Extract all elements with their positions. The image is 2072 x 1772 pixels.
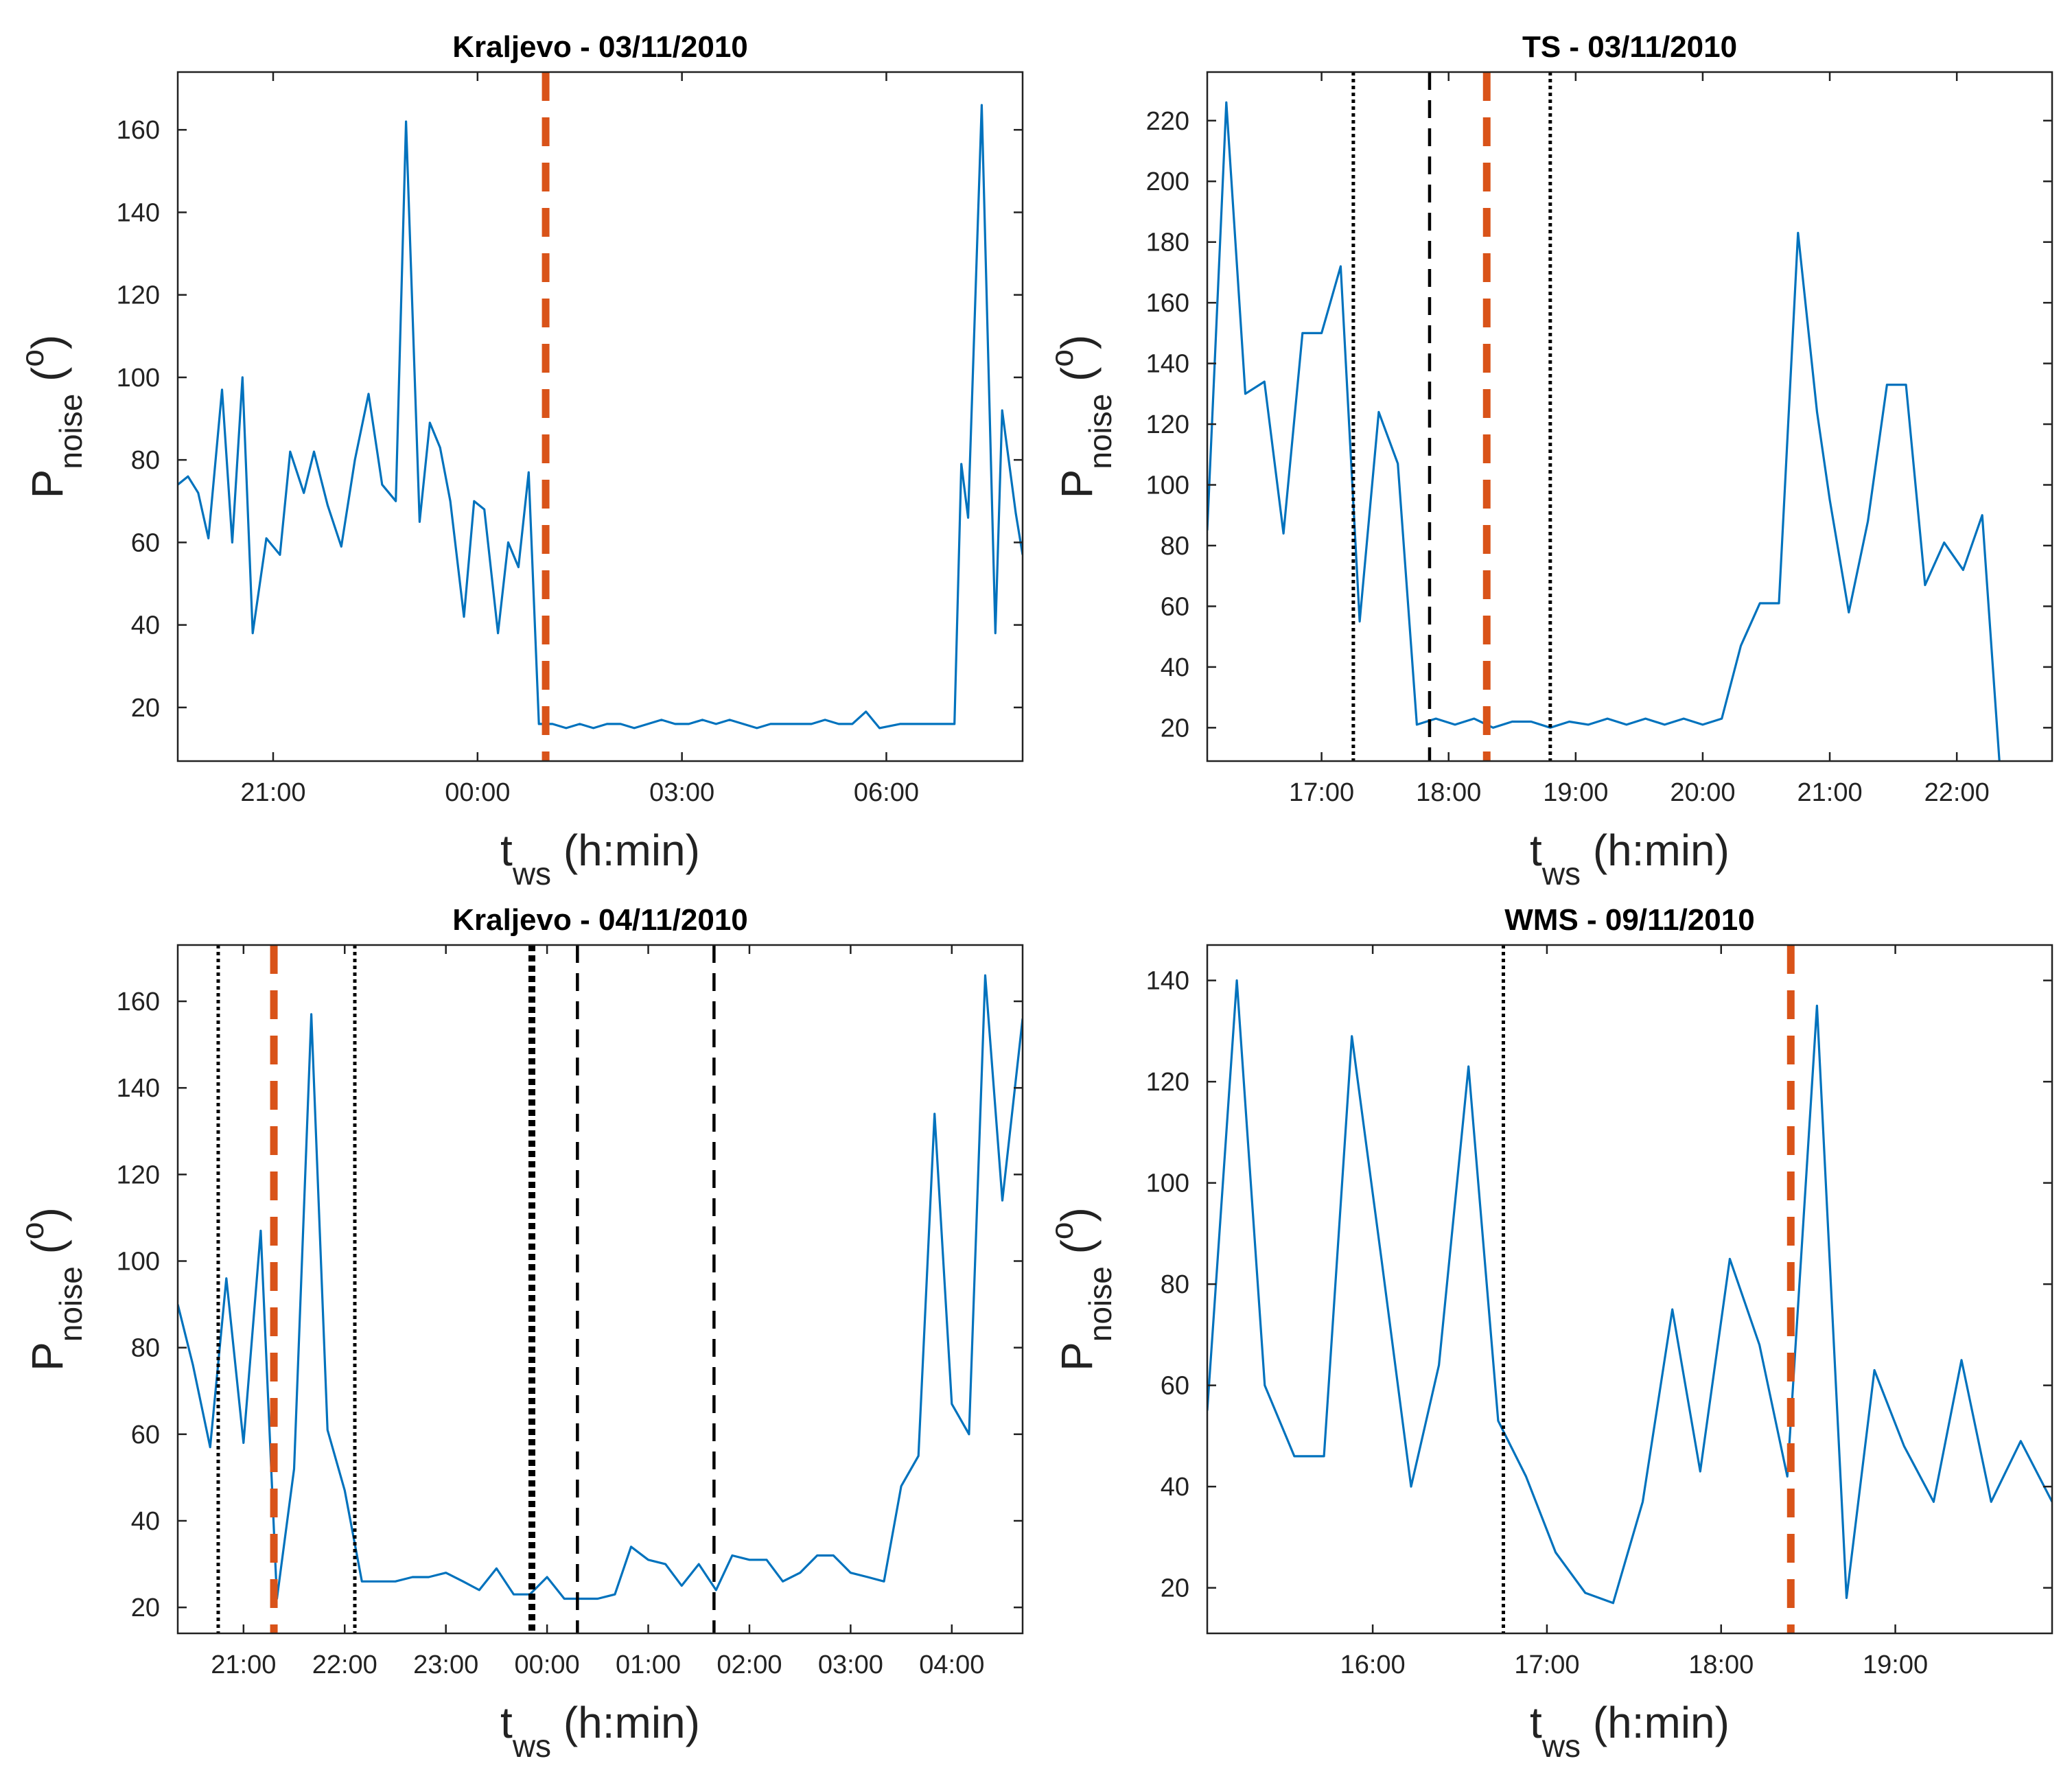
y-tick-label: 20 (1161, 714, 1189, 743)
y-tick-label: 40 (1161, 653, 1189, 682)
y-tick-label: 120 (117, 281, 160, 310)
series-line (1207, 101, 2001, 761)
chart-title: Kraljevo - 03/11/2010 (452, 30, 748, 64)
y-tick-label: 160 (117, 116, 160, 145)
y-tick-label: 120 (1146, 410, 1189, 439)
x-axis-label: tws (h:min) (500, 826, 700, 891)
x-tick-label: 18:00 (1416, 778, 1481, 807)
chart-panel-3: Kraljevo - 04/11/2010 21:00 22:00 23:00 00:0… (14, 903, 1024, 1764)
y-tick-label: 80 (1161, 532, 1189, 561)
y-tick-label: 40 (131, 1507, 160, 1536)
y-tick-label: 80 (131, 446, 160, 475)
axes-box (176, 71, 1024, 762)
chart-panel-1: Kraljevo - 03/11/2010 21:00 00:00 03:00 06:0… (14, 30, 1024, 891)
x-tick-label: 17:00 (1289, 778, 1354, 807)
y-axis-label: Pnoise (o) (1044, 335, 1118, 499)
x-tick-label: 21:00 (1797, 778, 1863, 807)
y-tick-label: 60 (131, 528, 160, 557)
series-line (178, 974, 1023, 1600)
y-tick-label: 160 (1146, 289, 1189, 318)
x-tick-label: 00:00 (445, 778, 510, 807)
x-tick-label: 06:00 (854, 778, 919, 807)
chart-panel-2: TS - 03/11/2010 17:00 18:00 19:00 20:00 21:00… (1044, 30, 2053, 891)
x-tick-label: 01:00 (616, 1651, 681, 1679)
x-tick-label: 02:00 (717, 1651, 782, 1679)
y-tick-label: 80 (1161, 1270, 1189, 1299)
y-tick-label: 140 (1146, 350, 1189, 379)
y-tick-label: 100 (117, 1247, 160, 1276)
x-tick-label: 23:00 (413, 1651, 478, 1679)
y-tick-label: 140 (117, 1074, 160, 1103)
y-tick-label: 60 (1161, 1372, 1189, 1401)
chart-title: Kraljevo - 04/11/2010 (452, 903, 748, 937)
x-tick-label: 21:00 (211, 1651, 276, 1679)
y-tick-label: 100 (1146, 471, 1189, 500)
series-line (1207, 979, 2052, 1605)
x-tick-label: 03:00 (649, 778, 714, 807)
x-tick-label: 19:00 (1543, 778, 1608, 807)
x-axis-label: tws (h:min) (1530, 826, 1730, 891)
x-tick-label: 19:00 (1863, 1651, 1928, 1679)
y-tick-label: 120 (117, 1161, 160, 1189)
chart-panel-4: WMS - 09/11/2010 16:00 17:00 18:00 19:00 20 40… (1044, 903, 2053, 1764)
chart-title: WMS - 09/11/2010 (1504, 903, 1754, 937)
y-axis-label: Pnoise (o) (1044, 1207, 1118, 1371)
axes-box (1206, 944, 2053, 1635)
x-tick-label: 22:00 (1924, 778, 1990, 807)
y-tick-label: 20 (1161, 1574, 1189, 1603)
x-axis-label: tws (h:min) (1530, 1698, 1730, 1764)
y-tick-label: 20 (131, 1594, 160, 1622)
x-tick-label: 04:00 (919, 1651, 984, 1679)
x-tick-label: 03:00 (818, 1651, 883, 1679)
y-tick-label: 200 (1146, 167, 1189, 196)
y-axis-label: Pnoise (o) (14, 1207, 89, 1371)
y-tick-label: 160 (117, 988, 160, 1016)
y-tick-label: 40 (1161, 1473, 1189, 1502)
x-tick-label: 22:00 (312, 1651, 377, 1679)
x-tick-label: 16:00 (1340, 1651, 1406, 1679)
x-tick-label: 00:00 (515, 1651, 580, 1679)
y-tick-label: 120 (1146, 1068, 1189, 1097)
series-line (178, 104, 1023, 730)
y-tick-label: 140 (117, 198, 160, 227)
x-tick-label: 18:00 (1688, 1651, 1754, 1679)
y-tick-label: 80 (131, 1334, 160, 1363)
y-tick-label: 100 (1146, 1169, 1189, 1198)
y-tick-label: 60 (131, 1421, 160, 1449)
y-tick-label: 40 (131, 611, 160, 640)
y-axis-label: Pnoise (o) (14, 335, 89, 499)
y-tick-label: 20 (131, 694, 160, 723)
x-axis-label: tws (h:min) (500, 1698, 700, 1764)
axes-box (1206, 71, 2053, 762)
y-tick-label: 60 (1161, 592, 1189, 621)
x-tick-label: 21:00 (240, 778, 305, 807)
y-tick-label: 220 (1146, 107, 1189, 136)
x-tick-label: 20:00 (1670, 778, 1735, 807)
y-tick-label: 140 (1146, 967, 1189, 996)
y-tick-label: 180 (1146, 229, 1189, 257)
x-tick-label: 17:00 (1514, 1651, 1579, 1679)
chart-title: TS - 03/11/2010 (1522, 30, 1737, 64)
y-tick-label: 100 (117, 364, 160, 393)
axes-box (176, 944, 1024, 1635)
